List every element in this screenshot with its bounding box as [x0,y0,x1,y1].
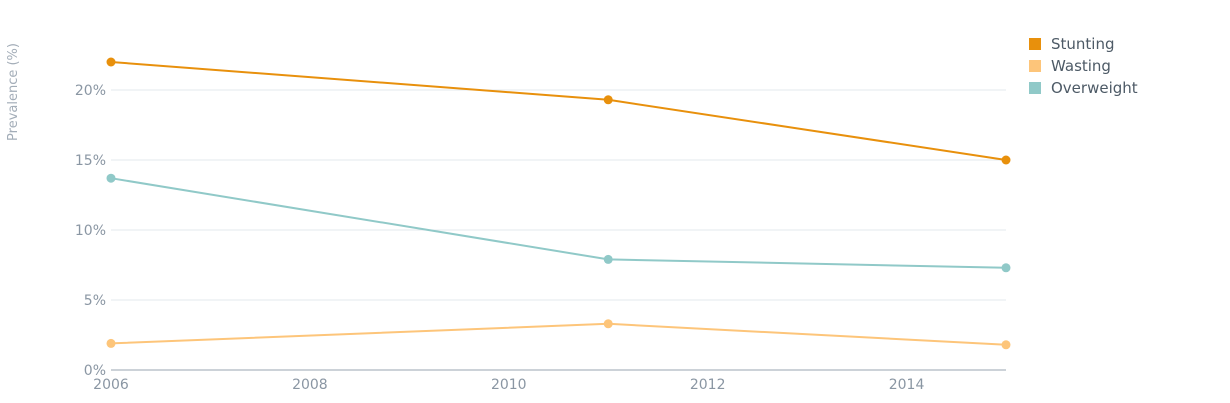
legend-swatch-wasting [1029,60,1041,72]
y-axis-ticks: 0% 5% 10% 15% 20% [75,83,106,379]
legend-label-wasting: Wasting [1051,57,1111,75]
legend-label-stunting: Stunting [1051,35,1115,53]
x-tick-label: 2012 [690,377,726,393]
series-line-wasting [110,322,1007,346]
series-line-overweight [110,177,1007,269]
legend-item-wasting[interactable]: Wasting [1029,55,1138,77]
data-point-stunting[interactable] [603,95,613,105]
y-tick-label: 20% [75,83,106,99]
series-line-stunting [110,61,1007,161]
legend-item-overweight[interactable]: Overweight [1029,77,1138,99]
data-point-stunting[interactable] [106,57,116,67]
series-lines [110,61,1007,346]
data-points [106,57,1011,350]
y-tick-label: 0% [84,363,106,379]
data-point-wasting[interactable] [603,319,613,329]
legend-swatch-overweight [1029,82,1041,94]
gridlines [111,89,1006,301]
legend-item-stunting[interactable]: Stunting [1029,33,1138,55]
x-tick-label: 2010 [491,377,527,393]
data-point-stunting[interactable] [1001,155,1011,165]
x-tick-label: 2006 [93,377,129,393]
legend-label-overweight: Overweight [1051,79,1138,97]
data-point-overweight[interactable] [106,173,116,183]
x-tick-label: 2008 [292,377,328,393]
data-point-overweight[interactable] [1001,263,1011,273]
y-tick-label: 15% [75,153,106,169]
x-axis-ticks: 2006 2008 2010 2012 2014 [93,377,924,393]
data-point-wasting[interactable] [106,338,116,348]
y-axis-title: Prevalence (%) [6,43,21,141]
y-tick-label: 10% [75,223,106,239]
x-tick-label: 2014 [889,377,925,393]
y-tick-label: 5% [84,293,106,309]
legend-swatch-stunting [1029,38,1041,50]
data-point-wasting[interactable] [1001,340,1011,350]
data-point-overweight[interactable] [603,254,613,264]
legend: Stunting Wasting Overweight [1029,33,1138,99]
